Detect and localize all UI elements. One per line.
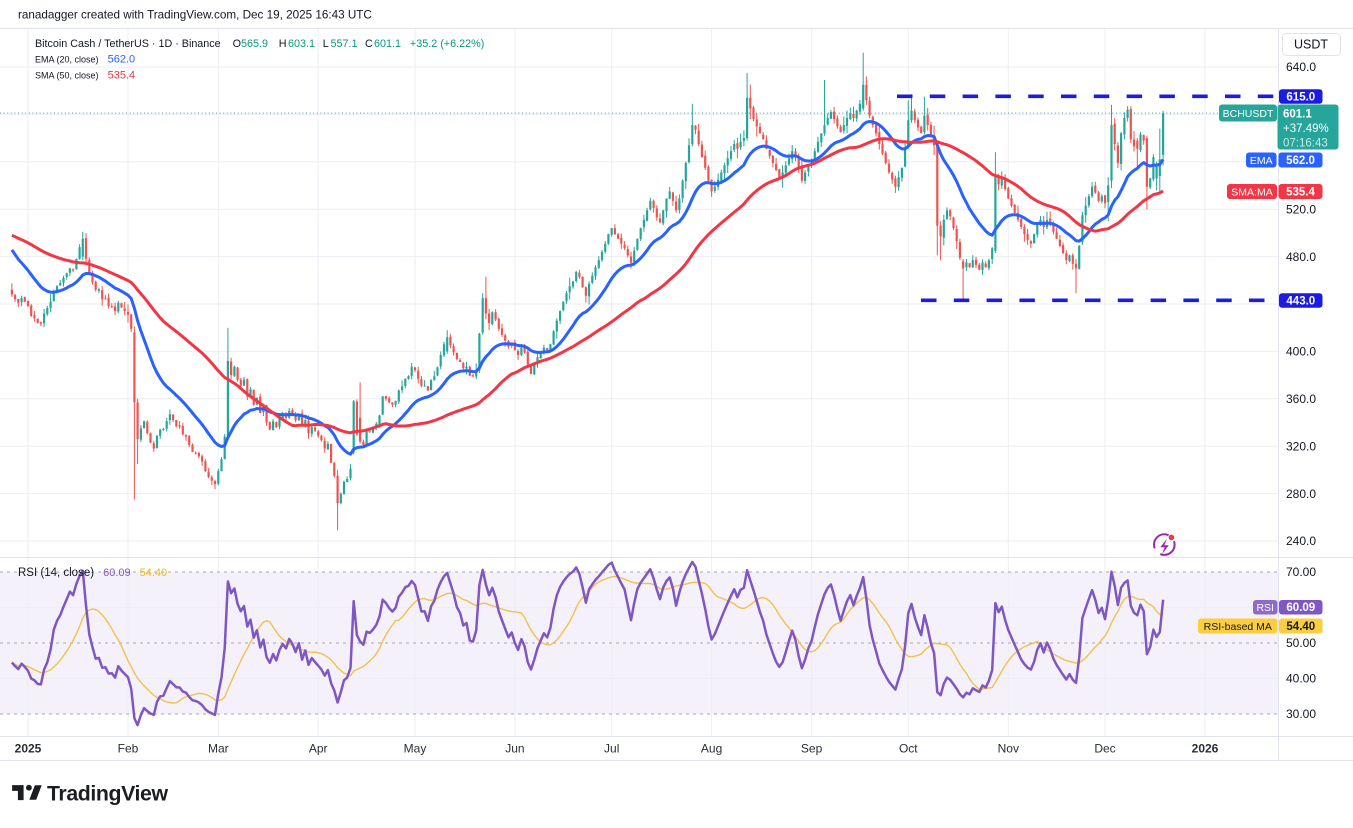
svg-text:280.0: 280.0 — [1286, 487, 1316, 501]
svg-text:480.0: 480.0 — [1286, 250, 1316, 264]
svg-text:Dec: Dec — [1094, 742, 1115, 756]
svg-text:Jun: Jun — [505, 742, 524, 756]
svg-text:EMA (20, close): EMA (20, close) — [35, 55, 99, 65]
svg-text:USDT: USDT — [1294, 38, 1328, 52]
svg-text:60.09: 60.09 — [1286, 602, 1315, 614]
svg-text:RSI: RSI — [1256, 602, 1274, 614]
svg-text:Nov: Nov — [998, 742, 1019, 756]
svg-text:H: H — [279, 38, 287, 50]
svg-text:Bitcoin Cash / TetherUS · 1D ·: Bitcoin Cash / TetherUS · 1D · Binance — [35, 38, 221, 50]
svg-text:SMA:MA: SMA:MA — [1231, 187, 1272, 199]
svg-text:320.0: 320.0 — [1286, 439, 1316, 453]
svg-text:TradingView: TradingView — [47, 782, 168, 806]
svg-text:535.4: 535.4 — [108, 70, 136, 82]
svg-text:60.09: 60.09 — [103, 567, 131, 579]
svg-text:443.0: 443.0 — [1286, 296, 1315, 308]
svg-text:Mar: Mar — [208, 742, 229, 756]
svg-text:601.1: 601.1 — [1283, 109, 1312, 121]
svg-text:Oct: Oct — [899, 742, 918, 756]
svg-text:Apr: Apr — [309, 742, 328, 756]
svg-text:RSI (14, close): RSI (14, close) — [18, 567, 94, 579]
svg-text:615.0: 615.0 — [1286, 92, 1315, 104]
svg-text:C: C — [365, 38, 373, 50]
svg-text:SMA (50, close): SMA (50, close) — [35, 71, 99, 81]
svg-text:May: May — [404, 742, 427, 756]
svg-text:54.40: 54.40 — [1286, 621, 1315, 633]
svg-text:Aug: Aug — [701, 742, 722, 756]
svg-text:640.0: 640.0 — [1286, 60, 1316, 74]
svg-text:L: L — [323, 38, 329, 50]
svg-text:Jul: Jul — [604, 742, 619, 756]
svg-text:520.0: 520.0 — [1286, 202, 1316, 216]
svg-text:07:16:43: 07:16:43 — [1283, 138, 1328, 150]
svg-text:70.00: 70.00 — [1286, 565, 1316, 579]
svg-text:565.9: 565.9 — [241, 38, 268, 50]
svg-text:Sep: Sep — [801, 742, 823, 756]
svg-text:O: O — [233, 38, 241, 50]
svg-text:EMA: EMA — [1250, 155, 1273, 167]
svg-text:50.00: 50.00 — [1286, 636, 1316, 650]
svg-text:40.00: 40.00 — [1286, 672, 1316, 686]
svg-text:+35.2 (+6.22%): +35.2 (+6.22%) — [410, 38, 484, 50]
svg-text:360.0: 360.0 — [1286, 392, 1316, 406]
svg-text:535.4: 535.4 — [1286, 187, 1315, 199]
svg-text:+37.49%: +37.49% — [1283, 123, 1329, 135]
svg-text:601.1: 601.1 — [374, 38, 401, 50]
svg-text:RSI-based MA: RSI-based MA — [1204, 621, 1272, 633]
svg-text:ranadagger created with Tradin: ranadagger created with TradingView.com,… — [18, 9, 372, 22]
svg-text:240.0: 240.0 — [1286, 534, 1316, 548]
svg-text:562.0: 562.0 — [108, 54, 136, 66]
svg-text:603.1: 603.1 — [288, 38, 315, 50]
svg-text:562.0: 562.0 — [1286, 155, 1315, 167]
svg-text:Feb: Feb — [118, 742, 139, 756]
svg-text:2026: 2026 — [1192, 742, 1219, 756]
svg-text:400.0: 400.0 — [1286, 345, 1316, 359]
svg-text:30.00: 30.00 — [1286, 707, 1316, 721]
svg-text:557.1: 557.1 — [331, 38, 358, 50]
svg-text:2025: 2025 — [15, 742, 42, 756]
svg-text:BCHUSDT: BCHUSDT — [1223, 108, 1274, 120]
svg-text:54.40: 54.40 — [140, 567, 168, 579]
